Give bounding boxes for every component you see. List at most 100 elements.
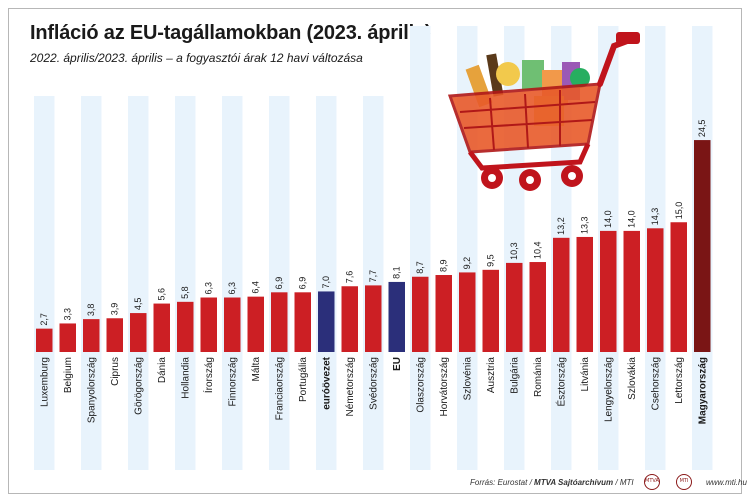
value-label: 5,8 <box>180 286 190 299</box>
bar-Luxemburg <box>36 328 53 352</box>
value-label: 5,6 <box>157 288 167 301</box>
value-label: 3,8 <box>86 304 96 317</box>
category-label: EU <box>392 357 403 371</box>
value-label: 8,9 <box>439 259 449 272</box>
category-label: Spanyolország <box>86 357 97 423</box>
value-label: 13,2 <box>556 217 566 235</box>
category-label: Svédország <box>368 357 379 410</box>
bar-Szlovákia <box>623 230 640 352</box>
category-label: Lengyelország <box>603 357 614 422</box>
bar-Litvánia <box>576 236 593 352</box>
category-label: Ciprus <box>110 357 121 386</box>
bar-euróövezet <box>318 291 335 352</box>
bar-Málta <box>247 296 264 352</box>
source-prefix: Forrás: Eurostat / <box>470 478 535 487</box>
value-label: 14,0 <box>627 210 637 228</box>
bar-Szlovénia <box>459 272 476 352</box>
bar-Svédország <box>365 285 382 352</box>
value-label: 13,3 <box>580 216 590 234</box>
value-label: 7,6 <box>345 271 355 284</box>
background-stripe <box>222 96 243 470</box>
background-stripe <box>269 96 290 470</box>
value-label: 10,4 <box>533 242 543 260</box>
category-label: Szlovákia <box>627 357 638 400</box>
bar-Portugália <box>294 292 311 352</box>
category-label: Görögország <box>133 357 144 415</box>
category-label: Észtország <box>554 357 567 406</box>
value-label: 6,9 <box>274 277 284 290</box>
value-label: 3,3 <box>63 308 73 321</box>
category-label: Magyarország <box>697 357 708 424</box>
background-stripe <box>175 96 196 470</box>
value-label: 9,2 <box>462 257 472 270</box>
bar-Lettország <box>670 222 687 352</box>
bar-Spanyolország <box>83 319 100 352</box>
category-label: Csehország <box>650 357 661 410</box>
category-label: Franciaország <box>274 357 285 420</box>
category-label: Belgium <box>63 357 74 393</box>
category-label: Horvátország <box>439 357 450 416</box>
value-label: 6,4 <box>251 281 261 294</box>
background-stripe <box>316 96 337 470</box>
bar-Hollandia <box>177 301 194 352</box>
category-label: Németország <box>345 357 356 416</box>
bar-EU <box>388 281 405 352</box>
value-label: 15,0 <box>674 202 684 220</box>
value-label: 6,3 <box>227 282 237 295</box>
source-archive: MTVA Sajtóarchívum <box>534 478 614 487</box>
category-label: Finnország <box>227 357 238 406</box>
bar-Észtország <box>553 237 570 352</box>
category-label: Dánia <box>157 357 168 384</box>
category-label: Lettország <box>674 357 685 404</box>
shopping-cart-icon <box>447 32 640 191</box>
mti-logo: MTI <box>676 474 692 490</box>
bar-Ausztria <box>482 269 499 352</box>
category-label: euróövezet <box>321 356 332 409</box>
bar-Lengyelország <box>600 230 617 352</box>
value-label: 14,3 <box>650 208 660 226</box>
category-label: Málta <box>251 357 262 382</box>
category-label: Ausztria <box>486 357 497 394</box>
bar-Franciaország <box>271 292 288 352</box>
bar-Csehország <box>647 228 664 352</box>
background-stripe <box>81 96 102 470</box>
chart-title: Infláció az EU-tagállamokban (2023. ápri… <box>30 22 432 44</box>
background-stripe <box>128 96 149 470</box>
source-credit: Forrás: Eurostat / MTVA Sajtóarchívum / … <box>470 478 634 487</box>
bar-Finnország <box>224 297 241 352</box>
source-url: www.mti.hu <box>706 478 747 487</box>
value-label: 14,0 <box>603 210 613 228</box>
background-stripe <box>363 96 384 470</box>
bar-Dánia <box>153 303 170 352</box>
bar-Horvátország <box>435 275 452 352</box>
value-label: 24,5 <box>697 120 707 138</box>
category-label: Hollandia <box>180 357 191 399</box>
category-label: Olaszország <box>415 357 426 413</box>
value-label: 6,9 <box>298 277 308 290</box>
bar-Románia <box>529 262 546 352</box>
bar-Németország <box>341 286 358 352</box>
value-label: 7,7 <box>368 270 378 283</box>
bar-Bulgária <box>506 262 523 352</box>
bar-Ciprus <box>106 318 123 352</box>
value-label: 2,7 <box>39 313 49 326</box>
value-label: 7,0 <box>321 276 331 289</box>
value-label: 3,9 <box>110 303 120 316</box>
value-label: 6,3 <box>204 282 214 295</box>
category-label: Románia <box>533 357 544 397</box>
category-label: Luxemburg <box>39 357 50 407</box>
category-label: Írország <box>202 357 215 393</box>
background-stripe <box>410 26 431 470</box>
value-label: 10,3 <box>509 242 519 260</box>
bar-Írország <box>200 297 217 352</box>
value-label: 4,5 <box>133 298 143 311</box>
bar-Belgium <box>59 323 76 352</box>
category-label: Litvánia <box>580 357 591 392</box>
bar-Magyarország <box>694 140 711 352</box>
bar-Olaszország <box>412 276 429 352</box>
chart-subtitle: 2022. április/2023. április – a fogyaszt… <box>30 51 363 65</box>
value-label: 9,5 <box>486 254 496 267</box>
background-stripe <box>34 96 55 470</box>
value-label: 8,1 <box>392 266 402 279</box>
